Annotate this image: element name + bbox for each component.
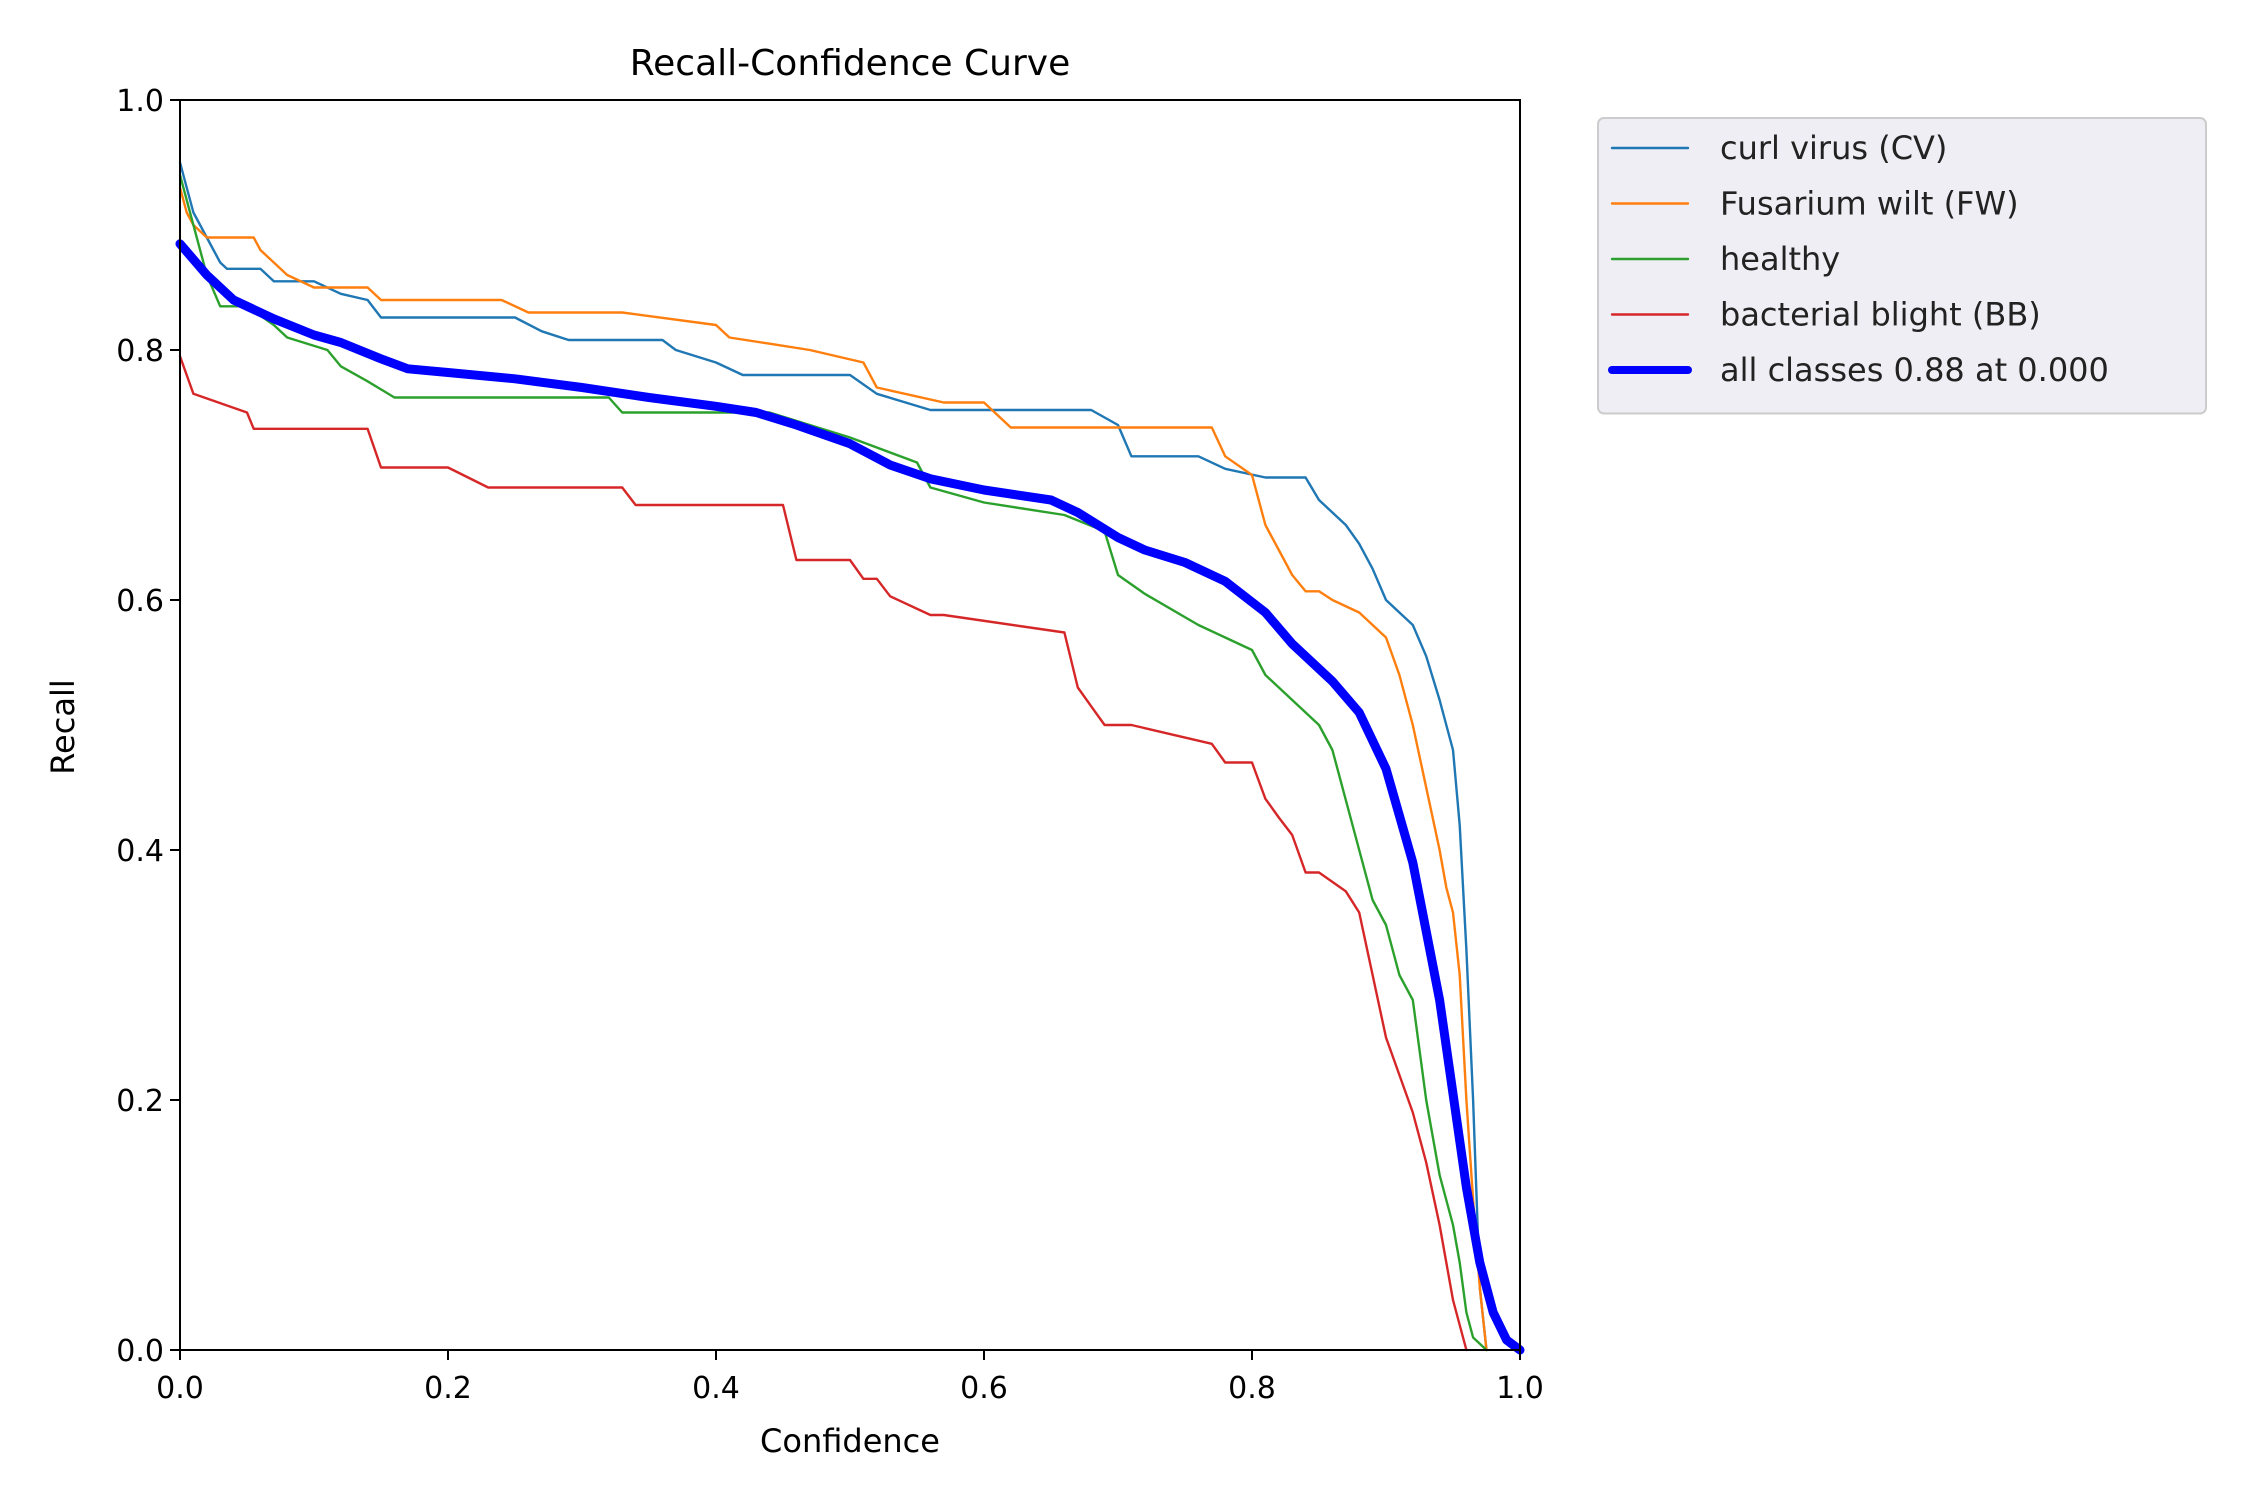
y-tick-label: 1.0	[116, 84, 164, 119]
series-line-healthy	[178, 173, 1488, 1352]
y-tick-label: 0.0	[116, 1334, 164, 1369]
legend-box	[1597, 117, 2207, 415]
legend-label: all classes 0.88 at 0.000	[1720, 351, 2109, 389]
x-tick-label: 0.4	[692, 1371, 740, 1406]
series-line-all-classes-0-88-at-0-000	[175, 239, 1525, 1355]
series-line-fusarium-wilt-fw	[178, 186, 1488, 1352]
x-tick-label: 1.0	[1496, 1371, 1544, 1406]
legend-label: healthy	[1720, 240, 1840, 278]
plot-frame	[179, 99, 1521, 1351]
legend-label: curl virus (CV)	[1720, 129, 1947, 167]
y-axis-title: Recall	[44, 679, 82, 774]
y-tick-label: 0.4	[116, 834, 164, 869]
ticks-layer: 0.0 0.2 0.4 0.6 0.8 1.0 0.0 0.2 0.4 0.6 0.8 1.0	[116, 84, 1544, 1406]
x-tick-label: 0.6	[960, 1371, 1008, 1406]
plot-area	[180, 100, 1520, 1350]
series-line-curl-virus-cv	[178, 161, 1488, 1352]
series-layer	[175, 161, 1525, 1355]
y-tick-label: 0.8	[116, 334, 164, 369]
x-tick-label: 0.0	[156, 1371, 204, 1406]
y-tick-label: 0.2	[116, 1084, 164, 1119]
x-tick-label: 0.8	[1228, 1371, 1276, 1406]
y-tick-label: 0.6	[116, 584, 164, 619]
series-line-bacterial-blight-bb	[178, 355, 1468, 1352]
legend: curl virus (CV) Fusarium wilt (FW) healthy…	[1597, 117, 2207, 415]
legend-label: bacterial blight (BB)	[1720, 296, 2041, 334]
chart-title: Recall-Confidence Curve	[630, 43, 1070, 84]
legend-label: Fusarium wilt (FW)	[1720, 185, 2019, 223]
x-tick-label: 0.2	[424, 1371, 472, 1406]
x-axis-title: Confidence	[760, 1422, 940, 1460]
